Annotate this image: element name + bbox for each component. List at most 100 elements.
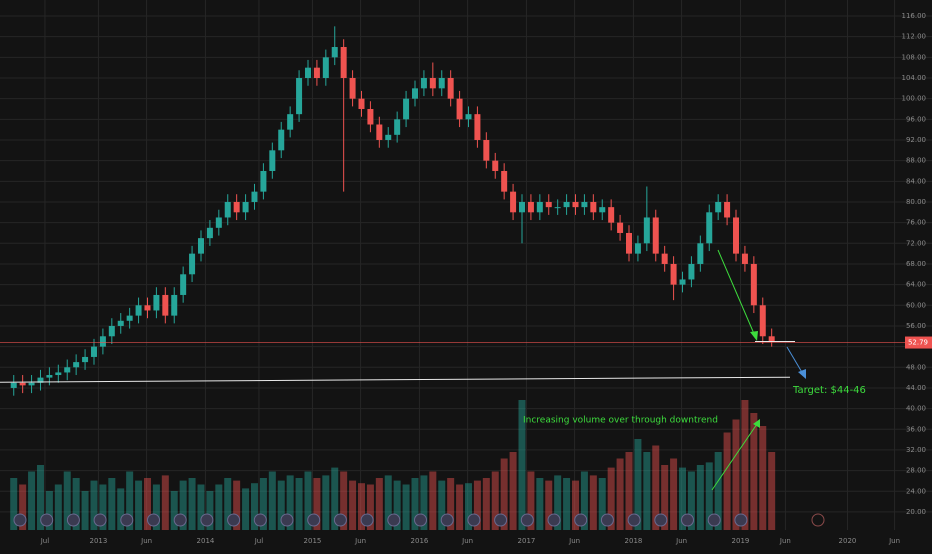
volume-bar (652, 445, 660, 530)
y-tick-label: 36.00 (906, 425, 926, 433)
candle-body (652, 217, 659, 254)
x-tick-label: Jul (254, 537, 264, 545)
candle-body (492, 160, 499, 171)
candle-body (367, 108, 374, 125)
candle-body (581, 201, 588, 208)
candle-body (438, 78, 445, 89)
volume-bar (759, 426, 767, 530)
volume-bar (687, 471, 695, 530)
volume-bar (741, 400, 749, 530)
x-tick-label: Jun (568, 537, 580, 545)
candle-body (429, 78, 436, 89)
volume-bar (242, 488, 250, 530)
volume-bar (54, 484, 62, 530)
candle-body (688, 263, 695, 280)
volume-bar (563, 478, 571, 530)
candle-body (456, 98, 463, 120)
annotation: Increasing volume over through downtrend (523, 416, 718, 426)
volume-bar (250, 483, 258, 530)
volume-bar (340, 471, 348, 530)
earnings-icon (574, 513, 588, 527)
y-tick-label: 72.00 (906, 239, 926, 247)
volume-bar (152, 484, 160, 530)
candle-body (376, 124, 383, 140)
x-tick-label: 2020 (839, 537, 857, 545)
candle-body (465, 114, 472, 120)
candle-body (46, 375, 53, 378)
volume-bar (206, 491, 214, 530)
candle-body (82, 356, 89, 363)
volume-bar (518, 400, 526, 530)
candle-body (554, 207, 561, 209)
candle-body (287, 114, 294, 130)
candle-body (55, 372, 62, 376)
candle-body (90, 346, 97, 357)
candle-body (64, 367, 71, 373)
candle-body (741, 253, 748, 264)
candle-body (171, 294, 178, 316)
candle-body (768, 336, 775, 342)
volume-bar (456, 484, 464, 530)
volume-bar (750, 413, 758, 530)
earnings-icon (307, 513, 321, 527)
volume-bar (81, 491, 89, 530)
earnings-icon (280, 513, 294, 527)
volume-bar (509, 452, 517, 530)
volume-bar (313, 478, 321, 530)
y-tick-label: 96.00 (906, 115, 926, 123)
volume-bar (580, 471, 588, 530)
earnings-icon (13, 513, 27, 527)
candle-body (411, 88, 418, 99)
earnings-icon (66, 513, 80, 527)
x-tick-label: Jun (675, 537, 687, 545)
earnings-icon (467, 513, 481, 527)
volume-bar (705, 462, 713, 530)
volume-bar (732, 419, 740, 530)
x-tick-label: 2019 (732, 537, 750, 545)
candle-body (385, 134, 392, 140)
earnings-icon (173, 513, 187, 527)
candle-body (599, 207, 606, 213)
volume-bar (108, 478, 116, 530)
y-tick-label: 116.00 (902, 12, 927, 20)
earnings-icon (227, 513, 241, 527)
volume-bar (63, 471, 71, 530)
volume-bar (366, 484, 374, 530)
y-tick-label: 84.00 (906, 177, 926, 185)
volume-bar (357, 483, 365, 530)
earnings-icon (627, 513, 641, 527)
volume-bar (197, 484, 205, 530)
earnings-icon (811, 513, 825, 527)
y-tick-label: 112.00 (902, 33, 927, 41)
earnings-icon (40, 513, 54, 527)
volume-bar (143, 478, 151, 530)
y-tick-label: 24.00 (906, 487, 926, 495)
volume-bar (215, 484, 223, 530)
earnings-markers (13, 513, 825, 527)
volume-bar (117, 488, 125, 530)
candle-body (99, 336, 106, 347)
y-tick-label: 100.00 (902, 95, 927, 103)
candle-body (28, 382, 35, 386)
arrow (786, 346, 804, 375)
volume-bar (402, 484, 410, 530)
x-tick-label: 2017 (518, 537, 536, 545)
volume-bar (500, 458, 508, 530)
volume-bar (661, 465, 669, 530)
volume-bar (126, 471, 134, 530)
x-tick-label: Jul (40, 537, 50, 545)
volume-bar (679, 467, 687, 530)
candle-body (224, 201, 231, 218)
x-tick-label: 2015 (304, 537, 322, 545)
candle-body (403, 98, 410, 120)
candle-body (313, 67, 320, 79)
x-tick-label: 2016 (411, 537, 429, 545)
annotation: Target: $44-46 (792, 385, 866, 396)
x-tick-label: Jun (354, 537, 366, 545)
volume-bar (643, 452, 651, 530)
candle-body (126, 315, 133, 321)
candle-body (447, 78, 454, 99)
volume-bar (393, 480, 401, 530)
x-tick-label: Jun (888, 537, 900, 545)
volume-bar (45, 491, 53, 530)
